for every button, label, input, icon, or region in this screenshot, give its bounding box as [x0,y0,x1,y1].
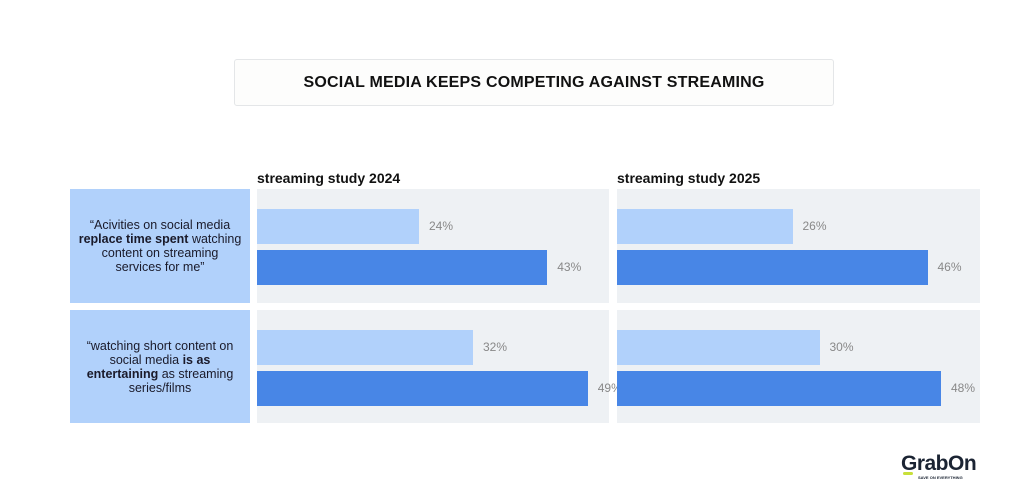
panel-title: streaming study 2024 [257,170,401,186]
data-label: 24% [429,219,454,233]
grabon-logo: GrabOn [901,452,977,475]
logo-accent [903,472,913,475]
bar-panel [617,189,980,303]
bar-dark [257,250,548,285]
data-label: 26% [802,219,827,233]
row-label-text: “Acivities on social media [89,218,231,232]
logo-tagline: SAVE ON EVERYTHING [918,475,963,480]
row-label-1: “Acivities on social media replace time … [70,189,250,303]
row-label-bold: replace time spent [78,232,189,246]
bar-light [617,330,820,365]
data-label: 49% [597,381,622,395]
data-label: 48% [951,381,976,395]
data-label: 32% [483,340,508,354]
bar-panel [617,310,980,423]
bar-dark [617,371,941,406]
chart-title: SOCIAL MEDIA KEEPS COMPETING AGAINST STR… [234,59,834,106]
data-label: 30% [829,340,854,354]
row-label-text: as streaming series/films [128,366,234,395]
bar-panel [257,189,609,303]
row-label-bold: is as entertaining [86,352,211,381]
bar-light [257,330,473,365]
bar-dark [257,371,588,406]
panel-title: streaming study 2025 [617,170,761,186]
row-label-text: “watching short content on social media [86,338,234,367]
bar-panel [257,310,609,423]
bar-dark [617,250,928,285]
bar-light [257,209,419,244]
row-label-text: watching content on streaming services f… [101,232,242,274]
row-label-2: “watching short content on social media … [70,310,250,423]
data-label: 46% [937,260,962,274]
data-label: 43% [557,260,582,274]
bar-light [617,209,793,244]
